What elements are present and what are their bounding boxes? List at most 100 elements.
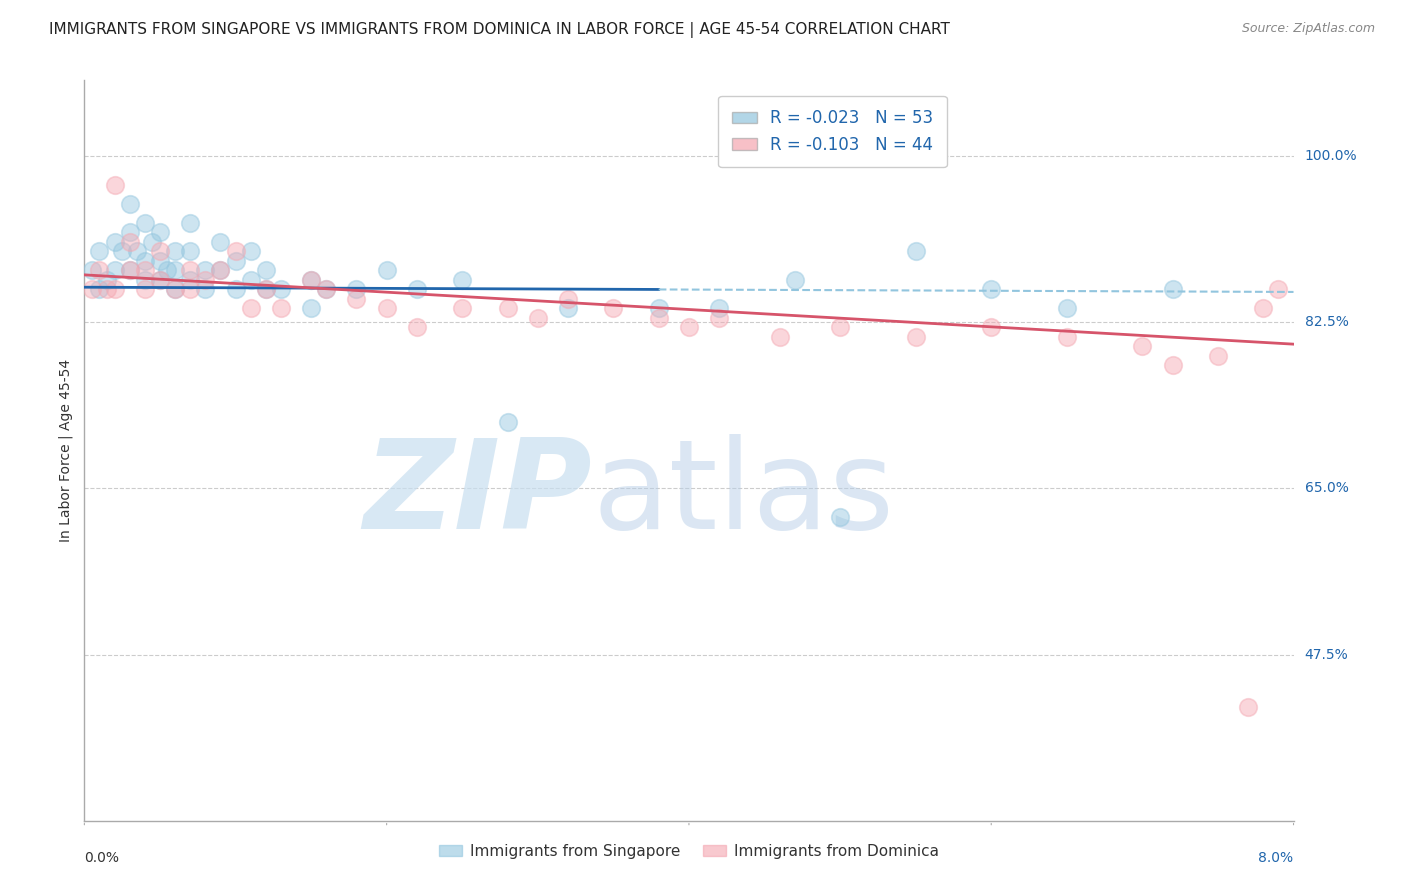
Point <box>104 282 127 296</box>
Point <box>451 272 474 286</box>
Point <box>254 263 277 277</box>
Point <box>239 272 262 286</box>
Point <box>270 301 292 315</box>
Point <box>496 301 519 315</box>
Point <box>406 320 429 334</box>
Point <box>225 244 247 259</box>
Point <box>270 282 292 296</box>
Text: atlas: atlas <box>592 434 894 556</box>
Text: ZIP: ZIP <box>364 434 592 556</box>
Point <box>346 282 368 296</box>
Point <box>299 272 322 286</box>
Text: 82.5%: 82.5% <box>1305 315 1348 329</box>
Point <box>346 292 368 306</box>
Point <box>375 263 398 277</box>
Point <box>118 263 141 277</box>
Text: IMMIGRANTS FROM SINGAPORE VS IMMIGRANTS FROM DOMINICA IN LABOR FORCE | AGE 45-54: IMMIGRANTS FROM SINGAPORE VS IMMIGRANTS … <box>49 22 950 38</box>
Point <box>134 216 156 230</box>
Point <box>1056 329 1078 343</box>
Point <box>375 301 398 315</box>
Text: 0.0%: 0.0% <box>84 851 120 865</box>
Point <box>118 263 141 277</box>
Point <box>783 272 806 286</box>
Point <box>315 282 337 296</box>
Point <box>904 329 927 343</box>
Point <box>134 253 156 268</box>
Point <box>1237 699 1260 714</box>
Point <box>239 301 262 315</box>
Point <box>96 272 118 286</box>
Point <box>118 225 141 239</box>
Text: 47.5%: 47.5% <box>1305 648 1348 662</box>
Point <box>209 263 232 277</box>
Point <box>149 253 172 268</box>
Point <box>904 244 927 259</box>
Point <box>678 320 700 334</box>
Point <box>209 263 232 277</box>
Point <box>239 244 262 259</box>
Text: 8.0%: 8.0% <box>1258 851 1294 865</box>
Point <box>194 282 217 296</box>
Point <box>709 301 731 315</box>
Point <box>451 301 474 315</box>
Point <box>111 244 134 259</box>
Point <box>179 282 201 296</box>
Point <box>194 263 217 277</box>
Point <box>118 235 141 249</box>
Point <box>104 235 127 249</box>
Point <box>89 282 111 296</box>
Text: 65.0%: 65.0% <box>1305 482 1348 495</box>
Point <box>299 301 322 315</box>
Point <box>648 301 671 315</box>
Point <box>769 329 792 343</box>
Point <box>104 178 127 192</box>
Point <box>179 244 201 259</box>
Point <box>165 263 187 277</box>
Point <box>315 282 337 296</box>
Point <box>980 320 1002 334</box>
Point <box>1161 358 1184 372</box>
Point <box>149 244 172 259</box>
Point <box>96 282 118 296</box>
Point <box>406 282 429 296</box>
Point <box>118 196 141 211</box>
Point <box>104 263 127 277</box>
Point <box>156 263 179 277</box>
Legend: Immigrants from Singapore, Immigrants from Dominica: Immigrants from Singapore, Immigrants fr… <box>433 838 945 865</box>
Point <box>602 301 624 315</box>
Point <box>89 244 111 259</box>
Point <box>830 509 852 524</box>
Point <box>149 272 172 286</box>
Point <box>254 282 277 296</box>
Point <box>1206 349 1229 363</box>
Text: Source: ZipAtlas.com: Source: ZipAtlas.com <box>1241 22 1375 36</box>
Point <box>1253 301 1275 315</box>
Point <box>299 272 322 286</box>
Point <box>89 263 111 277</box>
Point <box>80 282 103 296</box>
Point <box>165 282 187 296</box>
Text: 100.0%: 100.0% <box>1305 149 1357 163</box>
Point <box>1161 282 1184 296</box>
Point <box>225 282 247 296</box>
Point <box>1132 339 1154 353</box>
Point <box>179 216 201 230</box>
Point <box>1267 282 1289 296</box>
Point <box>149 272 172 286</box>
Point <box>134 282 156 296</box>
Point <box>141 235 163 249</box>
Point <box>179 272 201 286</box>
Point <box>527 310 550 325</box>
Point <box>980 282 1002 296</box>
Point <box>179 263 201 277</box>
Point <box>709 310 731 325</box>
Point <box>496 415 519 429</box>
Point <box>648 310 671 325</box>
Y-axis label: In Labor Force | Age 45-54: In Labor Force | Age 45-54 <box>59 359 73 542</box>
Point <box>165 244 187 259</box>
Point <box>209 235 232 249</box>
Point <box>165 282 187 296</box>
Point <box>557 292 579 306</box>
Point <box>1056 301 1078 315</box>
Point <box>134 263 156 277</box>
